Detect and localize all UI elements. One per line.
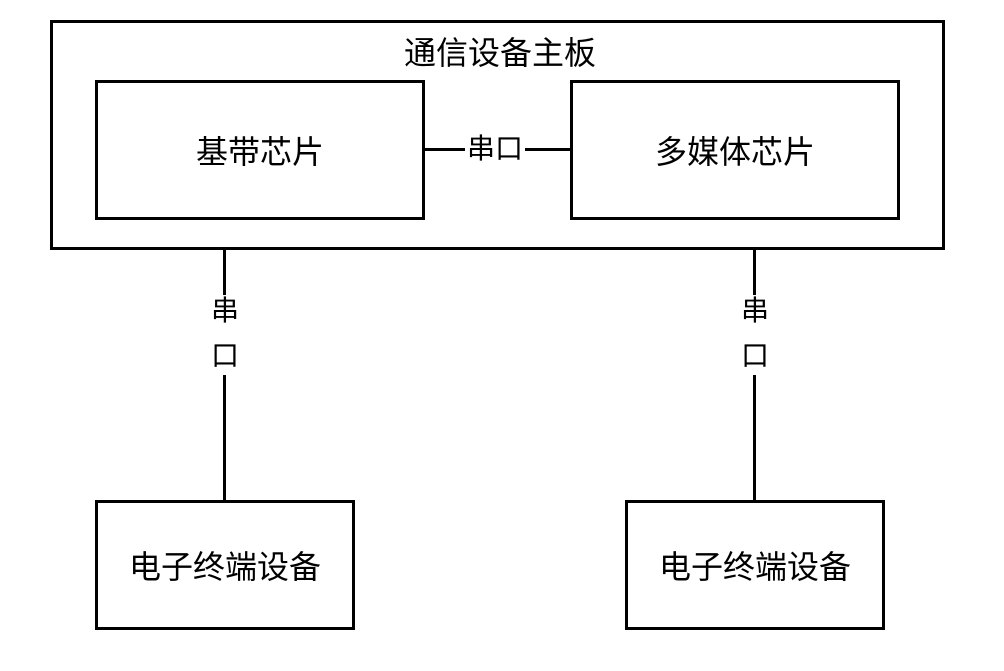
serial-port-left-char2: 口: [207, 342, 243, 373]
multimedia-chip-label: 多媒体芯片: [655, 127, 815, 173]
serial-port-label-left: 串 口: [205, 295, 245, 375]
baseband-chip-label: 基带芯片: [196, 127, 324, 173]
main-board-title: 通信设备主板: [320, 28, 680, 74]
multimedia-chip: 多媒体芯片: [570, 80, 900, 220]
terminal-left: 电子终端设备: [95, 500, 355, 630]
connector-vertical-left: [223, 250, 226, 500]
serial-port-label: 串口: [465, 133, 525, 168]
terminal-right-label: 电子终端设备: [659, 542, 851, 588]
serial-port-right-char2: 口: [737, 342, 773, 373]
connector-vertical-right: [753, 250, 756, 500]
serial-port-left-char1: 串: [207, 297, 243, 328]
serial-port-label-right: 串 口: [735, 295, 775, 375]
terminal-left-label: 电子终端设备: [129, 542, 321, 588]
baseband-chip: 基带芯片: [95, 80, 425, 220]
serial-port-text: 串口: [467, 134, 523, 165]
terminal-right: 电子终端设备: [625, 500, 885, 630]
serial-port-right-char1: 串: [737, 297, 773, 328]
